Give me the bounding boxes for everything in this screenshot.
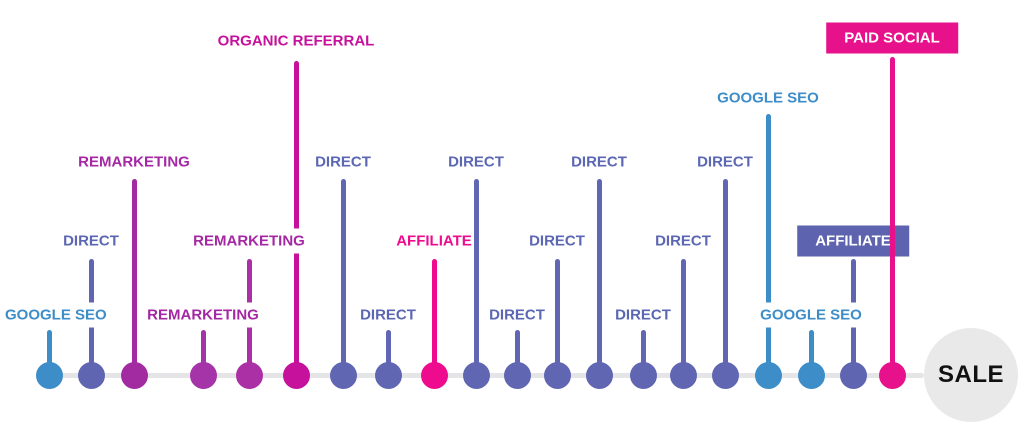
direct-dot (669, 361, 697, 389)
paid-social-stem (889, 57, 895, 375)
organic-referral-dot (282, 361, 310, 389)
direct-dot (329, 361, 357, 389)
remarketing-dot (189, 361, 217, 389)
direct-stem (680, 259, 686, 375)
direct-label: DIRECT (357, 302, 419, 328)
direct-dot (503, 361, 531, 389)
direct-dot (543, 361, 571, 389)
google-seo-stem (808, 330, 814, 375)
direct-label: DIRECT (568, 149, 630, 175)
organic-referral-label: ORGANIC REFERRAL (214, 28, 378, 54)
direct-dot (629, 361, 657, 389)
organic-referral-stem (293, 61, 299, 375)
direct-label: DIRECT (486, 302, 548, 328)
affiliate-dot (420, 361, 448, 389)
direct-stem (554, 259, 560, 375)
remarketing-label: REMARKETING (75, 149, 193, 175)
google-seo-dot (797, 361, 825, 389)
sale-circle: SALE (924, 328, 1018, 422)
direct-label: DIRECT (694, 149, 756, 175)
direct-label: DIRECT (312, 149, 374, 175)
direct-stem (514, 330, 520, 375)
direct-stem (473, 179, 479, 375)
direct-label: DIRECT (652, 228, 714, 254)
direct-stem (385, 330, 391, 375)
direct-stem (722, 179, 728, 375)
google-seo-stem (765, 114, 771, 375)
google-seo-label: GOOGLE SEO (2, 302, 110, 328)
direct-dot (77, 361, 105, 389)
google-seo-label: GOOGLE SEO (714, 85, 822, 111)
direct-stem (640, 330, 646, 375)
remarketing-dot (120, 361, 148, 389)
direct-label: DIRECT (612, 302, 674, 328)
direct-label: DIRECT (445, 149, 507, 175)
sale-label: SALE (937, 361, 1004, 388)
affiliate-stem (431, 259, 437, 375)
remarketing-label: REMARKETING (190, 228, 308, 254)
direct-stem (596, 179, 602, 375)
direct-dot (462, 361, 490, 389)
direct-label: DIRECT (526, 228, 588, 254)
direct-dot (585, 361, 613, 389)
direct-stem (340, 179, 346, 375)
paid-social-badge: PAID SOCIAL (826, 22, 958, 54)
paid-social-dot (878, 361, 906, 389)
direct-dot (711, 361, 739, 389)
affiliate-dot (839, 361, 867, 389)
google-seo-label: GOOGLE SEO (757, 302, 865, 328)
direct-dot (374, 361, 402, 389)
google-seo-dot (754, 361, 782, 389)
remarketing-stem (131, 179, 137, 375)
remarketing-stem (200, 330, 206, 375)
affiliate-label: AFFILIATE (393, 228, 475, 254)
remarketing-label: REMARKETING (144, 302, 262, 328)
direct-label: DIRECT (60, 228, 122, 254)
google-seo-stem (46, 330, 52, 375)
google-seo-dot (35, 361, 63, 389)
remarketing-dot (235, 361, 263, 389)
